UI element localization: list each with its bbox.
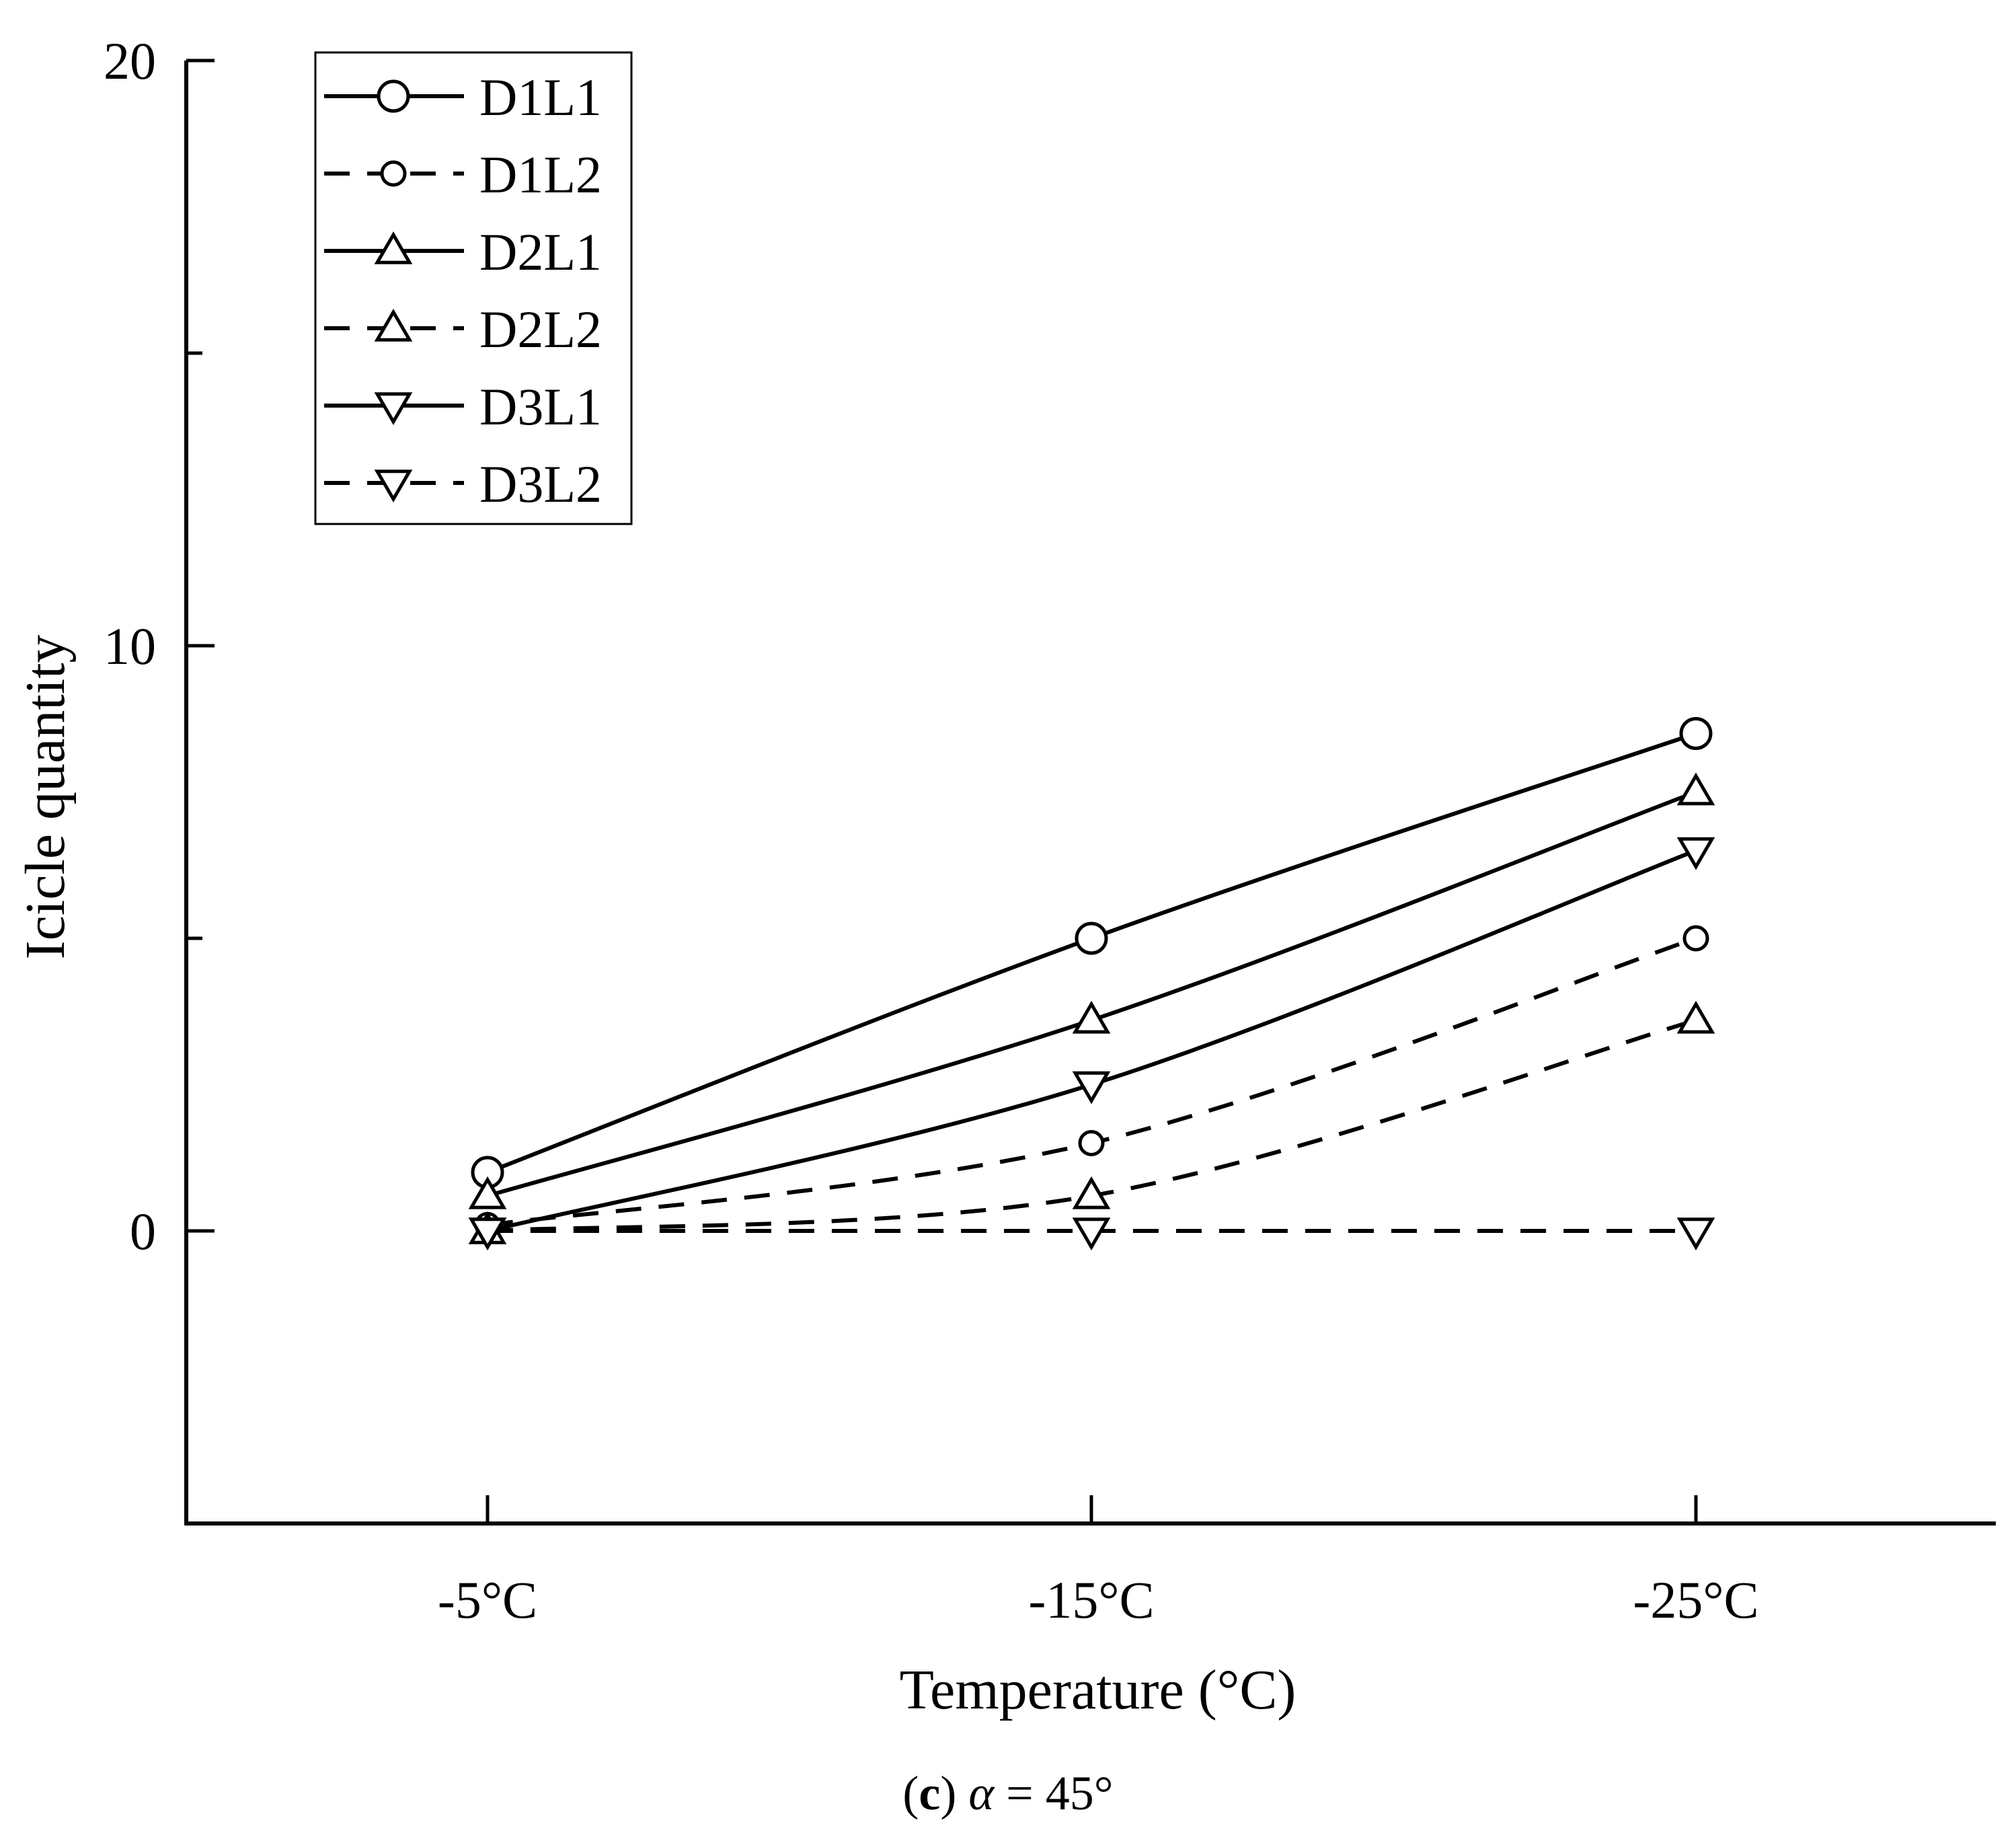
caption-symbol: α (968, 1766, 995, 1820)
legend-label-d3l2: D3L2 (479, 455, 602, 513)
legend-marker-d1l2 (380, 160, 407, 187)
y-tick-label: 0 (130, 1202, 156, 1261)
caption-label: c (919, 1766, 941, 1820)
data-point-d1l2 (1078, 1130, 1105, 1156)
legend-label-d3l1: D3L1 (479, 377, 602, 436)
data-point-d3l2 (468, 1217, 507, 1250)
data-point-d2l1 (1676, 772, 1715, 806)
caption-value: = 45° (994, 1766, 1114, 1820)
legend-box (314, 51, 633, 525)
legend-label-d2l1: D2L1 (479, 223, 602, 281)
data-point-d3l2 (1676, 1217, 1715, 1250)
data-point-d1l2 (1682, 925, 1709, 952)
data-point-d1l1 (1679, 717, 1713, 750)
x-tick-label: -15°C (1028, 1571, 1154, 1629)
y-tick-label: 10 (104, 617, 156, 675)
legend-marker-d2l2 (374, 309, 413, 342)
legend-label-d2l2: D2L2 (479, 300, 602, 359)
legend-label-d1l1: D1L1 (479, 68, 602, 126)
x-axis-title: Temperature (°C) (900, 1659, 1296, 1721)
series-line-d3l1 (487, 848, 1697, 1233)
data-point-d1l1 (1075, 922, 1108, 955)
data-point-d3l2 (1072, 1217, 1111, 1250)
legend-marker-d1l1 (377, 79, 410, 113)
x-tick-label: -25°C (1633, 1571, 1758, 1629)
data-point-d2l2 (1072, 1176, 1111, 1209)
legend-label-d1l2: D1L2 (479, 145, 602, 204)
data-point-d3l1 (1676, 837, 1715, 870)
x-tick-label: -5°C (438, 1571, 537, 1629)
data-point-d2l1 (1072, 1000, 1111, 1034)
legend-marker-d3l2 (374, 469, 413, 502)
figure-caption: (c) α = 45° (902, 1766, 1114, 1820)
legend-marker-d3l1 (374, 392, 413, 425)
y-axis-title: Icicle quantity (14, 635, 77, 960)
data-point-d2l1 (468, 1176, 507, 1209)
data-point-d3l1 (1072, 1071, 1111, 1104)
y-tick-label: 20 (104, 32, 156, 90)
data-point-d2l2 (1676, 1000, 1715, 1034)
legend-marker-d2l1 (374, 231, 413, 264)
